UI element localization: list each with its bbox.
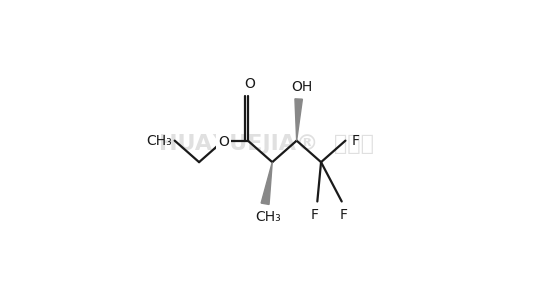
Text: CH₃: CH₃ [255, 210, 281, 224]
Text: F: F [352, 134, 360, 148]
Text: CH₃: CH₃ [147, 134, 172, 148]
Polygon shape [295, 99, 302, 141]
Text: O: O [244, 77, 255, 91]
Text: F: F [311, 208, 319, 222]
Text: HUAXUEJIA®  化学加: HUAXUEJIA® 化学加 [159, 133, 374, 154]
Text: OH: OH [291, 80, 312, 94]
Text: O: O [218, 135, 229, 149]
Polygon shape [261, 162, 272, 204]
Text: F: F [340, 208, 348, 222]
